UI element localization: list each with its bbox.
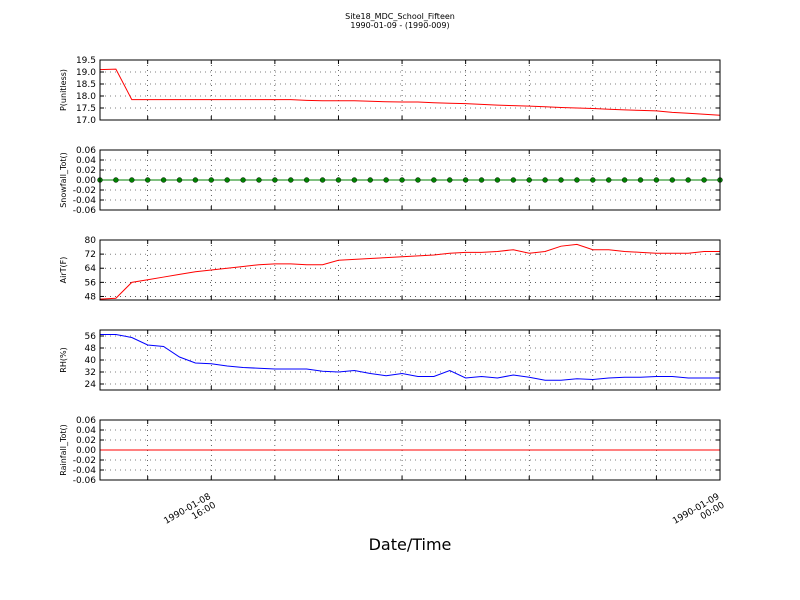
data-point bbox=[272, 177, 278, 183]
y-tick-label: 32 bbox=[85, 368, 96, 378]
y-tick-label: 0.06 bbox=[76, 146, 96, 156]
data-point bbox=[542, 177, 548, 183]
data-point bbox=[335, 177, 342, 183]
data-point bbox=[415, 177, 421, 183]
data-point bbox=[669, 177, 676, 183]
y-tick-label: -0.02 bbox=[73, 456, 96, 466]
y-axis-label: Snowfall_Tot() bbox=[59, 152, 68, 208]
data-point bbox=[240, 177, 246, 183]
data-point bbox=[319, 177, 326, 183]
y-tick-label: 0.04 bbox=[76, 156, 96, 166]
y-tick-label: -0.06 bbox=[73, 206, 97, 216]
x-axis-label: Date/Time bbox=[369, 535, 452, 554]
y-tick-label: 48 bbox=[85, 292, 97, 302]
data-point bbox=[621, 177, 628, 183]
y-tick-label: 0.02 bbox=[76, 436, 96, 446]
y-tick-label: 0.00 bbox=[76, 446, 96, 456]
data-point bbox=[351, 177, 358, 183]
y-tick-label: 19.5 bbox=[76, 56, 96, 66]
data-point bbox=[288, 177, 294, 183]
y-tick-label: -0.06 bbox=[73, 476, 97, 486]
data-point bbox=[399, 177, 405, 183]
plot-frame bbox=[99, 149, 721, 211]
plot-frame bbox=[99, 239, 721, 301]
y-tick-label: 0.00 bbox=[76, 176, 96, 186]
y-tick-label: 17.5 bbox=[76, 104, 96, 114]
data-point bbox=[208, 177, 214, 183]
y-axis-label: Rainfall_Tot() bbox=[59, 424, 68, 476]
data-point bbox=[129, 177, 135, 183]
data-point bbox=[590, 177, 596, 183]
plot-frame bbox=[99, 329, 721, 391]
y-tick-label: 24 bbox=[85, 380, 97, 390]
data-line bbox=[99, 243, 720, 300]
y-tick-label: 40 bbox=[85, 356, 97, 366]
y-tick-label: -0.02 bbox=[73, 186, 96, 196]
y-tick-label: 17.0 bbox=[76, 116, 96, 126]
data-point bbox=[367, 177, 373, 183]
y-tick-label: -0.04 bbox=[73, 196, 97, 206]
y-tick-label: 0.04 bbox=[76, 426, 96, 436]
y-tick-label: -0.04 bbox=[73, 466, 97, 476]
data-point bbox=[558, 177, 564, 183]
y-tick-label: 64 bbox=[85, 264, 97, 274]
data-point bbox=[224, 177, 230, 183]
y-axis-label: AirT(F) bbox=[59, 257, 68, 284]
data-point bbox=[685, 177, 691, 183]
y-tick-label: 18.5 bbox=[76, 80, 96, 90]
y-tick-label: 56 bbox=[85, 278, 97, 288]
y-axis-label: P(unitless) bbox=[59, 69, 68, 111]
data-point bbox=[606, 177, 612, 183]
y-tick-label: 19.0 bbox=[76, 68, 96, 78]
data-point bbox=[462, 177, 469, 183]
chart-subtitle: 1990-01-09 - (1990-009) bbox=[350, 21, 449, 30]
plot-frame bbox=[99, 59, 721, 121]
data-point bbox=[383, 177, 389, 183]
chart-title: Site18_MDC_School_Fifteen bbox=[345, 12, 455, 21]
y-tick-label: 0.06 bbox=[76, 416, 96, 426]
y-tick-label: 72 bbox=[85, 250, 96, 260]
data-point bbox=[113, 177, 119, 183]
y-tick-label: 48 bbox=[85, 344, 97, 354]
data-line bbox=[100, 334, 720, 381]
data-point bbox=[526, 177, 532, 183]
data-line bbox=[99, 68, 721, 116]
x-tick-label: 1990-01-0900:00 bbox=[671, 492, 727, 536]
data-point bbox=[176, 177, 183, 183]
data-point bbox=[192, 177, 199, 183]
y-tick-label: 56 bbox=[85, 332, 97, 342]
data-point bbox=[447, 177, 453, 183]
y-tick-label: 80 bbox=[85, 236, 97, 246]
data-point bbox=[144, 177, 151, 183]
data-point bbox=[653, 177, 660, 183]
data-point bbox=[637, 177, 644, 183]
plot-frame bbox=[99, 419, 721, 481]
data-point bbox=[574, 177, 580, 183]
data-point bbox=[478, 177, 485, 183]
data-point bbox=[160, 177, 167, 183]
data-point bbox=[256, 177, 262, 183]
data-point bbox=[510, 177, 517, 183]
x-tick-label: 1990-01-0816:00 bbox=[162, 492, 218, 536]
data-point bbox=[701, 177, 707, 183]
y-tick-label: 18.0 bbox=[76, 92, 96, 102]
y-tick-label: 0.02 bbox=[76, 166, 96, 176]
y-axis-label: RH(%) bbox=[59, 347, 68, 372]
data-point bbox=[431, 177, 437, 183]
data-point bbox=[494, 177, 501, 183]
data-point bbox=[303, 177, 310, 183]
